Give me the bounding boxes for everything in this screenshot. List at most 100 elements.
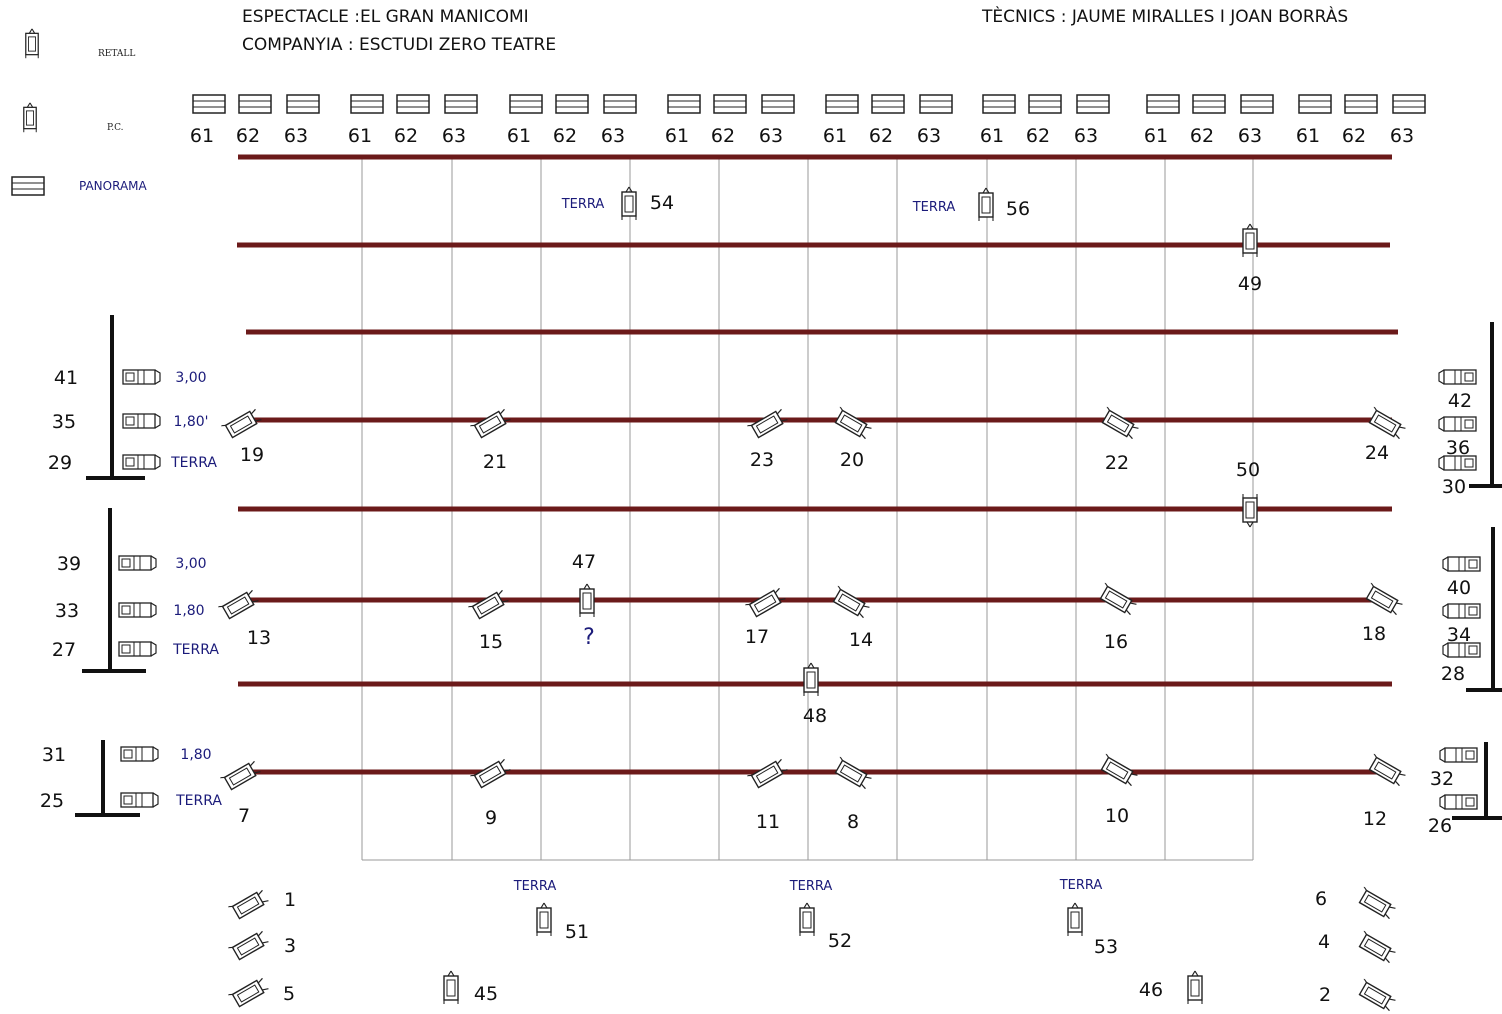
panorama-icon <box>1344 94 1378 114</box>
fixture-number: 24 <box>1365 442 1389 464</box>
fixture-spot-icon <box>831 406 874 441</box>
fixture-pc-icon <box>1242 223 1258 258</box>
panorama-icon <box>761 94 795 114</box>
fixture-number: 22 <box>1105 452 1129 474</box>
fixture-spot-icon <box>746 406 789 441</box>
fixture-number: 53 <box>1094 936 1118 958</box>
fixture-spot-icon <box>1365 406 1408 441</box>
tower-height: TERRA <box>172 642 219 658</box>
retall-icon <box>1439 794 1478 810</box>
legend-retall-icon <box>25 28 39 59</box>
fixture-number: 56 <box>1006 198 1030 220</box>
show-title: ESPECTACLE :EL GRAN MANICOMI <box>242 7 529 27</box>
panorama-icon <box>286 94 320 114</box>
fixture-number: 5 <box>283 983 295 1005</box>
retall-icon <box>120 746 159 762</box>
retall-icon <box>122 454 161 470</box>
panorama-number: 63 <box>1074 125 1098 147</box>
fixture-spot-icon <box>1365 753 1408 788</box>
fixture-note-question: ? <box>583 625 595 650</box>
panorama-number: 62 <box>711 125 735 147</box>
fixture-number: 47 <box>572 551 596 573</box>
panorama-number: 63 <box>759 125 783 147</box>
tower-height: 1,80 <box>173 603 204 619</box>
panorama-icon <box>871 94 905 114</box>
panorama-icon <box>1192 94 1226 114</box>
panorama-icon <box>919 94 953 114</box>
panorama-icon <box>238 94 272 114</box>
panorama-icon <box>1076 94 1110 114</box>
panorama-icon <box>1146 94 1180 114</box>
fixture-number: 54 <box>650 192 674 214</box>
fixture-pc-icon <box>1242 493 1258 528</box>
retall-icon <box>1438 369 1477 385</box>
retall-icon <box>122 413 161 429</box>
tower-fixture-number: 25 <box>40 790 64 812</box>
panorama-number: 61 <box>190 125 214 147</box>
panorama-icon <box>350 94 384 114</box>
fixture-spot-icon <box>1362 582 1405 617</box>
fixture-spot-icon <box>219 758 262 793</box>
retall-icon <box>118 555 157 571</box>
fixture-spot-icon <box>469 406 512 441</box>
fixture-number: 4 <box>1318 931 1330 953</box>
panorama-icon <box>1392 94 1426 114</box>
tower-height: TERRA <box>175 793 222 809</box>
fixture-pc-icon <box>536 902 552 937</box>
panorama-icon <box>396 94 430 114</box>
fixture-spot-icon <box>227 975 270 1010</box>
fixture-number: 2 <box>1319 984 1331 1006</box>
panorama-icon <box>667 94 701 114</box>
tower-fixture-number: 28 <box>1441 663 1465 685</box>
company-name: COMPANYIA : ESCTUDI ZERO TEATRE <box>242 35 557 55</box>
panorama-number: 63 <box>1238 125 1262 147</box>
tower-height: 3,00 <box>175 556 206 572</box>
panorama-number: 62 <box>869 125 893 147</box>
fixture-number: 9 <box>485 807 497 829</box>
panorama-number: 61 <box>1144 125 1168 147</box>
panorama-number: 62 <box>394 125 418 147</box>
tower-fixture-number: 31 <box>42 744 66 766</box>
fixture-pc-icon <box>1187 970 1203 1005</box>
fixture-pc-icon <box>978 187 994 222</box>
tower-height: 3,00 <box>175 370 206 386</box>
technicians: TÈCNICS : JAUME MIRALLES I JOAN BORRÀS <box>982 7 1349 27</box>
tower-fixture-number: 26 <box>1428 815 1452 837</box>
panorama-icon <box>825 94 859 114</box>
panorama-number: 62 <box>553 125 577 147</box>
tower-fixture-number: 36 <box>1446 437 1470 459</box>
fixture-note: TERRA <box>912 200 956 215</box>
retall-icon <box>1442 603 1481 619</box>
fixture-pc-icon <box>579 583 595 618</box>
fixture-number: 12 <box>1363 808 1387 830</box>
fixture-pc-icon <box>443 970 459 1005</box>
panorama-number: 61 <box>507 125 531 147</box>
tower-fixture-number: 34 <box>1447 624 1471 646</box>
panorama-number: 63 <box>917 125 941 147</box>
fixture-pc-icon <box>799 902 815 937</box>
tower-fixture-number: 42 <box>1448 390 1472 412</box>
panorama-number: 63 <box>601 125 625 147</box>
fixture-number: 10 <box>1105 805 1129 827</box>
tower-fixture-number: 27 <box>52 639 76 661</box>
fixture-number: 7 <box>238 805 250 827</box>
fixture-note: TERRA <box>513 879 557 894</box>
tower-fixture-number: 33 <box>55 600 79 622</box>
panorama-icon <box>555 94 589 114</box>
panorama-number: 61 <box>823 125 847 147</box>
panorama-number: 61 <box>980 125 1004 147</box>
fixture-number: 52 <box>828 930 852 952</box>
panorama-number: 61 <box>348 125 372 147</box>
panorama-number: 62 <box>1026 125 1050 147</box>
fixture-spot-icon <box>467 587 510 622</box>
tower-fixture-number: 39 <box>57 553 81 575</box>
panorama-number: 61 <box>665 125 689 147</box>
fixture-spot-icon <box>1098 406 1141 441</box>
fixture-pc-icon <box>803 662 819 697</box>
fixture-number: 45 <box>474 983 498 1005</box>
panorama-icon <box>192 94 226 114</box>
fixture-number: 50 <box>1236 459 1260 481</box>
fixture-spot-icon <box>227 887 270 922</box>
tower-fixture-number: 35 <box>52 411 76 433</box>
fixture-note: TERRA <box>1059 878 1103 893</box>
